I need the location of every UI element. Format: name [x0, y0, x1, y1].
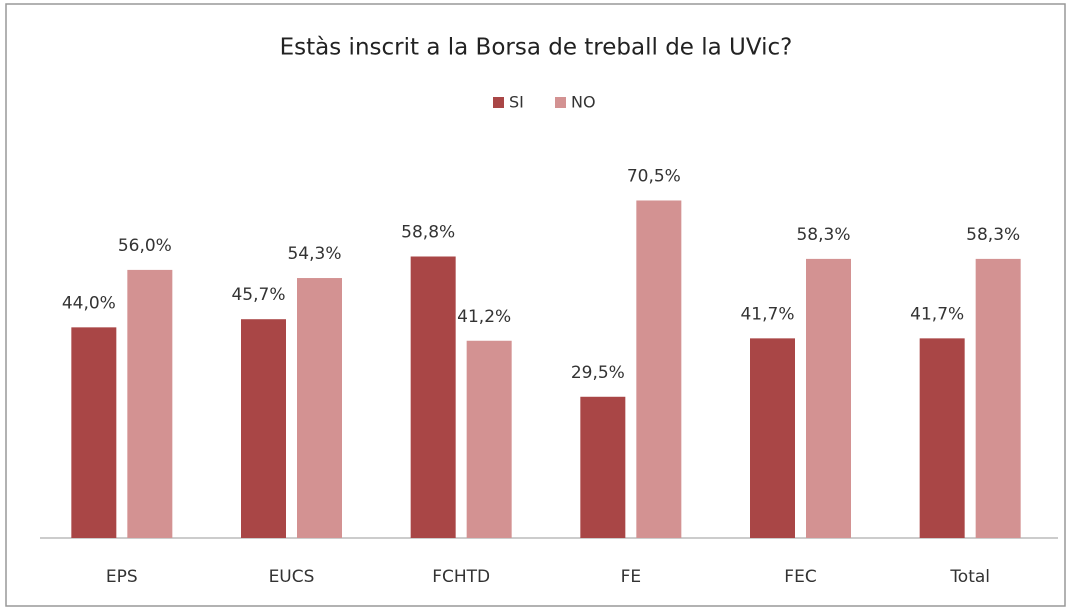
bar [410, 256, 456, 538]
bar [297, 278, 342, 538]
x-tick-label: FEC [784, 567, 816, 587]
legend-label: SI [509, 93, 524, 112]
bar [580, 396, 626, 538]
chart-frame [5, 3, 1066, 607]
value-label: 58,3% [796, 225, 850, 245]
value-label: 70,5% [627, 166, 681, 186]
value-label: 44,0% [62, 293, 116, 313]
value-label: 54,3% [287, 244, 341, 264]
value-label: 58,3% [966, 225, 1020, 245]
bar [466, 340, 512, 538]
chart-title: Estàs inscrit a la Borsa de treball de l… [280, 35, 793, 61]
value-label: 41,7% [740, 304, 794, 324]
value-label: 58,8% [401, 222, 455, 242]
x-tick-label: EPS [106, 567, 138, 587]
x-tick-label: Total [949, 567, 990, 587]
legend-swatch [555, 97, 566, 108]
bar [241, 319, 286, 538]
bar [806, 258, 851, 538]
value-label: 41,2% [457, 307, 511, 327]
legend-label: NO [571, 93, 596, 112]
bar [750, 338, 795, 538]
bar [919, 338, 965, 538]
bar [127, 269, 173, 538]
value-label: 45,7% [231, 285, 285, 305]
bar [71, 327, 117, 538]
value-label: 56,0% [118, 236, 172, 256]
x-tick-label: FE [621, 567, 642, 587]
bar [636, 200, 682, 538]
legend-swatch [493, 97, 504, 108]
value-label: 29,5% [571, 363, 625, 383]
x-tick-label: EUCS [269, 567, 315, 587]
bar [975, 258, 1021, 538]
x-tick-label: FCHTD [432, 567, 490, 587]
value-label: 41,7% [910, 304, 964, 324]
